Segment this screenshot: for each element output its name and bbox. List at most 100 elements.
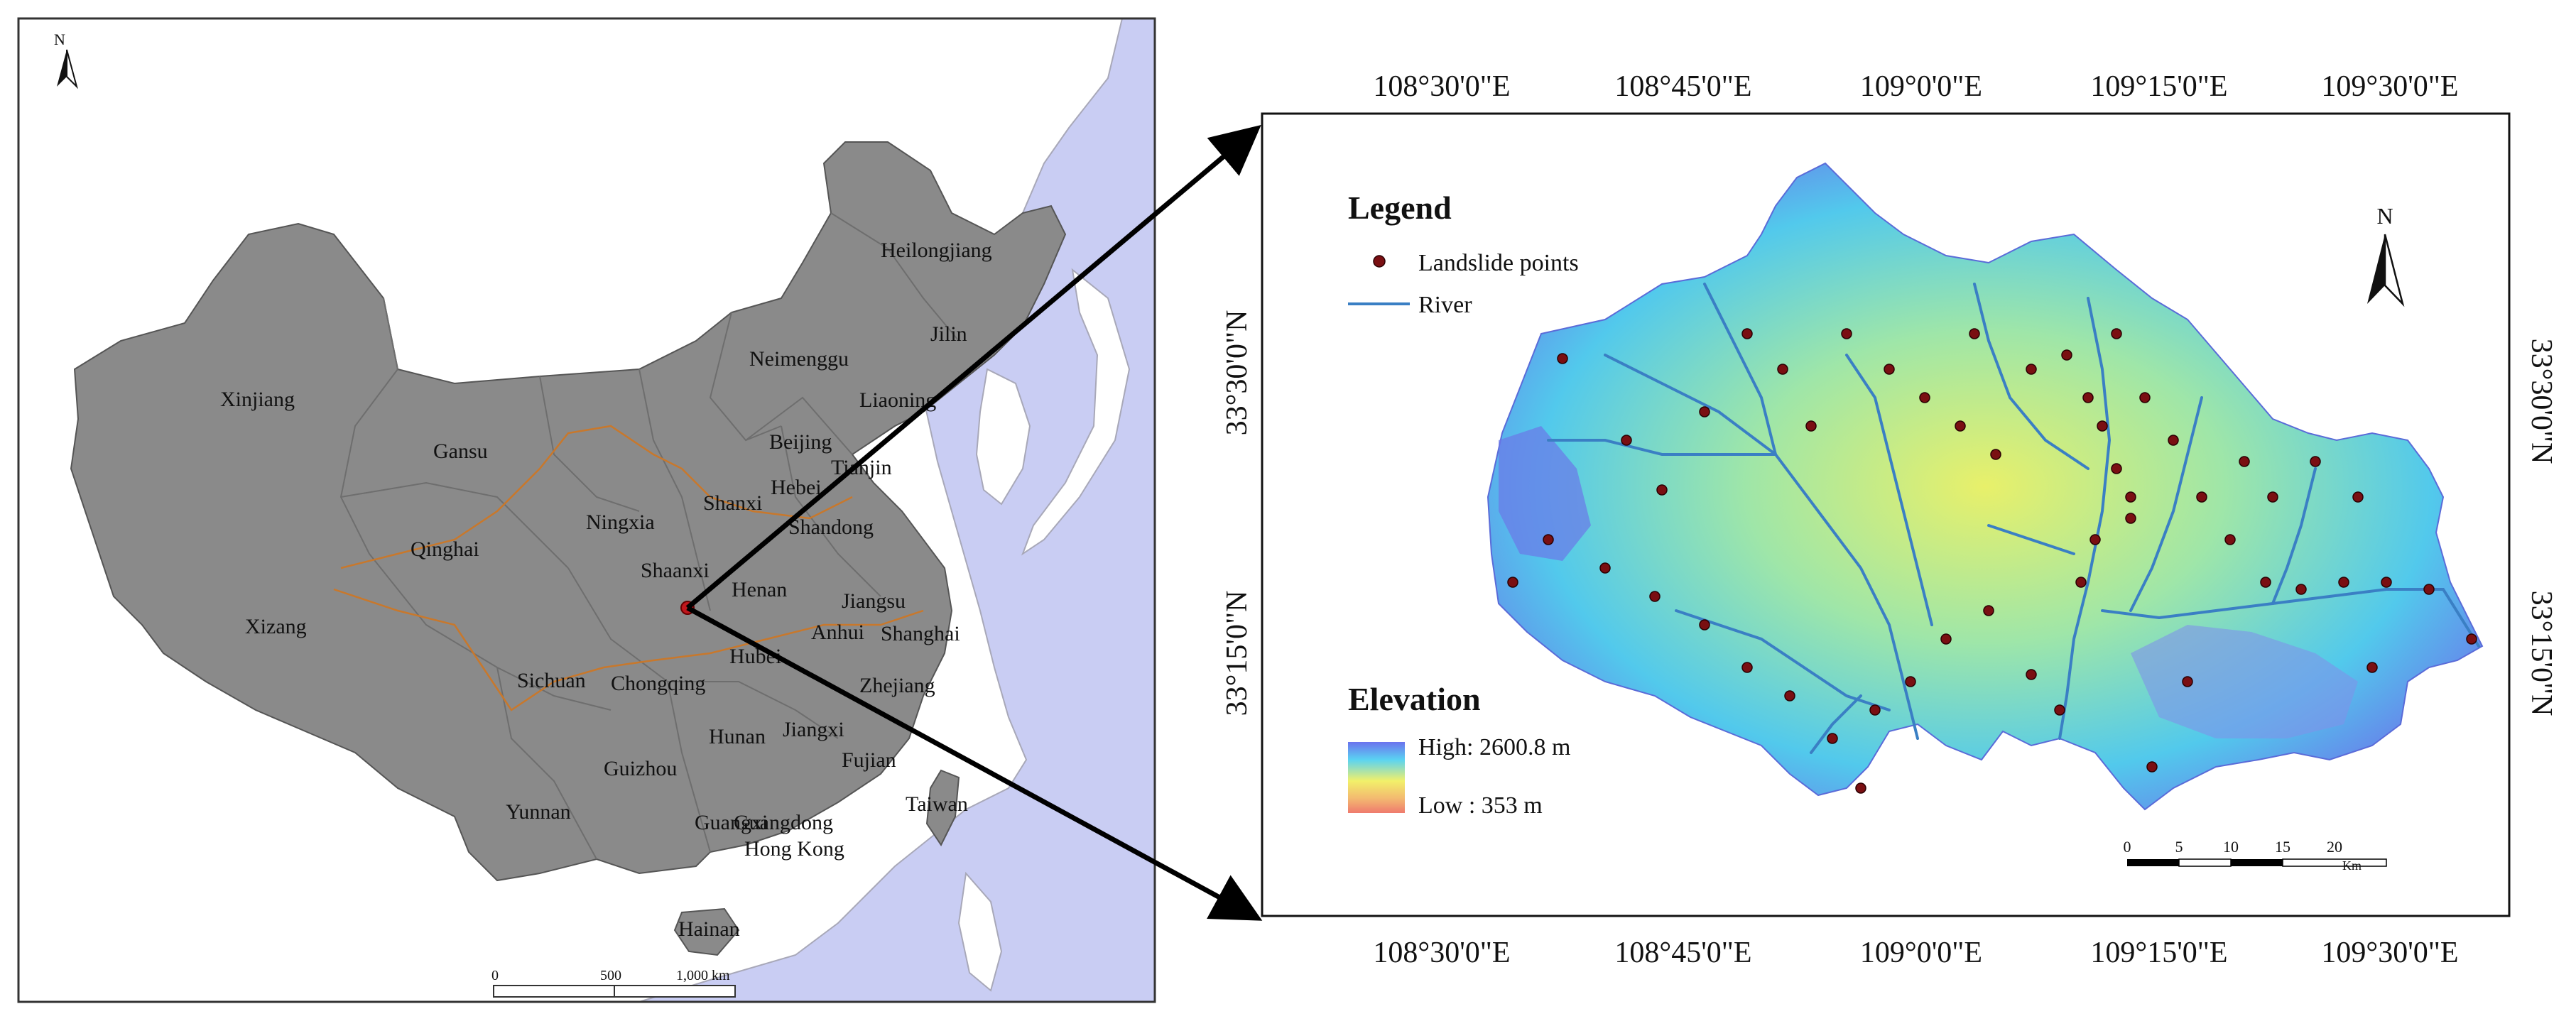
province-label: Jiangxi (783, 718, 844, 741)
landslide-point (2381, 577, 2392, 588)
landslide-point (1990, 449, 2001, 460)
province-label: Hong Kong (744, 837, 844, 861)
scale-tick-label: 15 (2275, 838, 2290, 856)
landslide-point (2061, 349, 2072, 361)
scale-tick-label: 1,000 km (676, 968, 730, 983)
landslide-point (2146, 761, 2158, 773)
scale-tick-label: 20 (2327, 838, 2342, 856)
landslide-point (1855, 782, 1866, 794)
china-map-frame (17, 17, 1156, 1003)
landslide-point (2182, 676, 2193, 687)
province-label: Shanghai (881, 622, 960, 645)
landslide-point (2089, 534, 2101, 545)
scale-tick-label: 0 (491, 968, 499, 983)
taiwan-island (925, 769, 960, 846)
landslide-point (1919, 392, 1930, 403)
province-labels: Heilongjiang Jilin Liaoning Neimenggu Xi… (220, 239, 992, 941)
landslide-point (1649, 591, 1661, 602)
province-label: Ningxia (586, 511, 655, 534)
province-label: Henan (732, 578, 787, 601)
lon-label: 109°0'0"E (1860, 70, 1982, 103)
province-label: Zhejiang (859, 674, 935, 697)
landslide-legend-label: Landslide points (1418, 250, 1579, 276)
landslide-point (1699, 406, 1710, 418)
lat-labels-left: 33°30'0"N 33°15'0"N (1221, 310, 1254, 716)
lon-label: 109°15'0"E (2090, 937, 2227, 969)
lat-label: 33°15'0"N (2525, 591, 2558, 716)
landslide-point (2310, 456, 2321, 467)
landslide-point (2054, 704, 2065, 716)
landslide-point (1940, 633, 1952, 645)
landslide-point (1955, 420, 1966, 432)
landslide-point (2260, 577, 2271, 588)
landslide-point (2111, 328, 2122, 339)
landslide-point (1805, 420, 1817, 432)
lon-label: 109°15'0"E (2090, 70, 2227, 103)
lon-label: 108°45'0"E (1614, 70, 1751, 103)
province-label: Shanxi (703, 491, 762, 515)
landslide-point (2075, 577, 2087, 588)
landslide-point (1656, 484, 1668, 496)
lon-labels-bottom: 108°30'0"E 108°45'0"E 109°0'0"E 109°15'0… (1373, 937, 2458, 969)
north-arrow-china: N (54, 31, 78, 89)
province-label: Shaanxi (641, 559, 710, 582)
arrow-to-top (685, 124, 1261, 610)
landslide-point (1621, 435, 1632, 446)
landslide-point (2295, 584, 2307, 595)
landslide-point (2366, 662, 2378, 673)
province-label: Fujian (842, 748, 896, 772)
scale-tick-label: 0 (2124, 838, 2131, 856)
landslide-legend-icon (1373, 255, 1386, 268)
landslide-point (1741, 328, 1753, 339)
landslide-point (2026, 669, 2037, 680)
province-label: Chongqing (611, 672, 705, 695)
province-label: Guangxi (695, 811, 768, 834)
china-scale-bar: 0 500 1,000 km (491, 968, 736, 998)
scale-tick-label: 5 (2175, 838, 2183, 856)
province-label: Jilin (930, 322, 967, 346)
province-label: Sichuan (517, 669, 586, 692)
north-arrow-icon (2367, 234, 2385, 304)
lon-label: 108°30'0"E (1373, 937, 1510, 969)
province-label: Heilongjiang (881, 239, 992, 262)
north-arrow-label: N (54, 31, 65, 48)
landslide-point (1827, 733, 1838, 744)
landslide-point (2026, 364, 2037, 375)
landslide-point (1557, 353, 1568, 364)
landslide-point (1983, 605, 1994, 616)
lat-label: 33°30'0"N (2525, 339, 2558, 464)
lon-label: 109°30'0"E (2321, 937, 2458, 969)
landslide-point (2239, 456, 2250, 467)
landslide-point (2139, 392, 2151, 403)
province-label: Guizhou (604, 757, 677, 780)
lat-labels-right: 33°30'0"N 33°15'0"N (2525, 339, 2558, 716)
landslide-point (2224, 534, 2236, 545)
province-label: Beijing (769, 430, 832, 454)
province-label: Hunan (709, 725, 766, 748)
landslide-point (1599, 562, 1611, 574)
lon-label: 108°45'0"E (1614, 937, 1751, 969)
japan-islands (1021, 268, 1131, 556)
landslide-points (1507, 328, 2477, 794)
landslide-point (2338, 577, 2349, 588)
landslide-point (2111, 463, 2122, 474)
landslide-point (2168, 435, 2179, 446)
province-label: Yunnan (506, 800, 571, 824)
major-rivers (333, 425, 924, 711)
landslide-point (2125, 513, 2136, 524)
lon-label: 109°0'0"E (1860, 937, 1982, 969)
arrow-to-bottom (686, 605, 1263, 921)
lon-labels-top: 108°30'0"E 108°45'0"E 109°0'0"E 109°15'0… (1373, 70, 2458, 103)
landslide-point (2423, 584, 2435, 595)
province-borders (339, 212, 960, 860)
north-arrow-label: N (2376, 203, 2393, 229)
landslide-point (1741, 662, 1753, 673)
landslide-point (1543, 534, 1554, 545)
north-arrow-icon (57, 50, 67, 87)
lon-label: 109°30'0"E (2321, 70, 2458, 103)
landslide-point (2466, 633, 2477, 645)
scale-unit-label: Km (2342, 858, 2362, 873)
landslide-point (2196, 491, 2207, 503)
elevation-title: Elevation (1348, 681, 1481, 717)
lat-label: 33°15'0"N (1221, 591, 1254, 716)
